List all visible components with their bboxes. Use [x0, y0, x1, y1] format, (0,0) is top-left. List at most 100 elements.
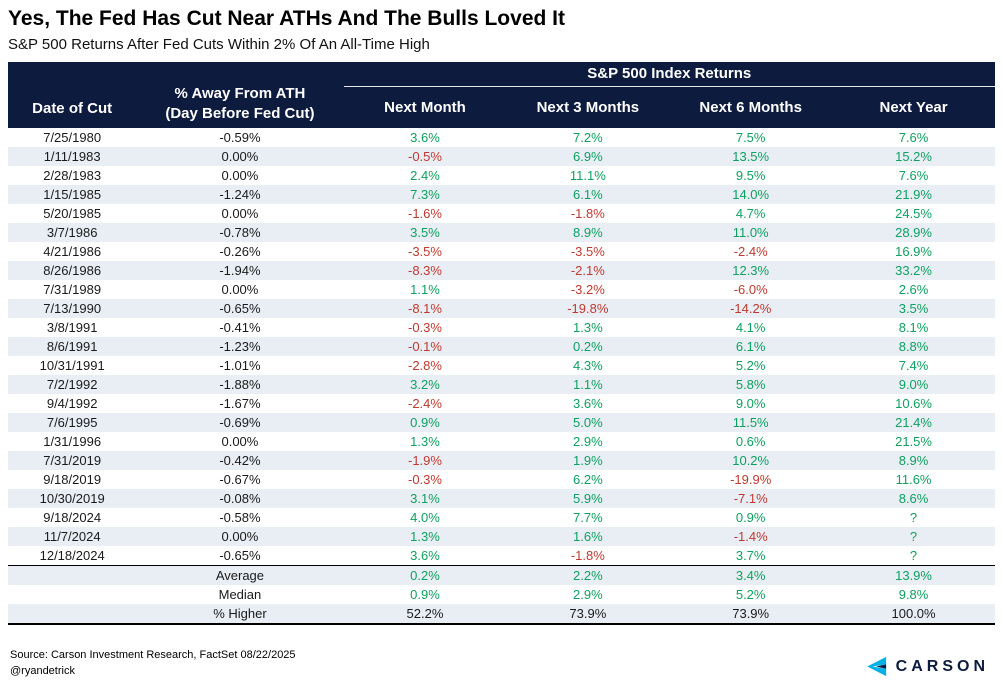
date-of-cut-cell: 7/31/1989 — [43, 282, 102, 297]
carson-logo: CARSON — [866, 656, 993, 677]
table-row: 1/31/1996 0.00% 1.3% 2.9% 0.6% 21.5% — [8, 432, 995, 451]
summary-body: Average 0.2% 2.2% 3.4% 13.9% Median 0.9% 2.9% 5.… — [8, 565, 995, 625]
date-of-cut-cell: 7/31/2019 — [43, 453, 102, 468]
pct-away-from-ath-cell: 0.00% — [221, 149, 259, 164]
pct-away-from-ath-cell: -0.42% — [219, 453, 261, 468]
table-row: 9/18/2024 -0.58% 4.0% 7.7% 0.9%? — [8, 508, 995, 527]
return-value-cell: 3.5% — [410, 225, 440, 240]
return-value-cell: -2.4% — [408, 396, 442, 411]
return-value-cell: 16.9% — [895, 244, 932, 259]
summary-row: Median 0.9% 2.9% 5.2% 9.8% — [8, 585, 995, 604]
return-value-cell: 24.5% — [895, 206, 932, 221]
date-of-cut-cell: 2/28/1983 — [43, 168, 102, 183]
pct-away-from-ath-cell: -0.65% — [219, 301, 261, 316]
pct-away-from-ath-cell: -0.78% — [219, 225, 261, 240]
return-value-cell: 11.6% — [895, 472, 932, 487]
pct-away-from-ath-cell: -0.08% — [219, 491, 261, 506]
return-value-cell: 1.1% — [410, 282, 440, 297]
pct-away-from-ath-cell: -0.67% — [219, 472, 261, 487]
return-value-cell: 13.5% — [732, 149, 770, 164]
pct-away-from-ath-cell: -1.01% — [219, 358, 261, 373]
footer: Source: Carson Investment Research, Fact… — [8, 649, 995, 677]
summary-empty-cell — [8, 604, 137, 625]
return-value-cell: 1.3% — [573, 320, 603, 335]
summary-value-cell: 52.2% — [343, 604, 507, 625]
return-value-cell: -14.2% — [730, 301, 772, 316]
table-row: 2/28/1983 0.00% 2.4% 11.1% 9.5% 7.6% — [8, 166, 995, 185]
return-value-cell: -19.8% — [567, 301, 609, 316]
return-value-cell: -1.6% — [408, 206, 442, 221]
return-value-cell: -8.1% — [408, 301, 442, 316]
return-value-cell: 0.6% — [735, 434, 766, 449]
return-value-cell: 5.8% — [735, 377, 766, 392]
pct-away-from-ath-cell: -0.41% — [219, 320, 261, 335]
table-row: 7/13/1990 -0.65% -8.1% -19.8% -14.2% 3.5% — [8, 299, 995, 318]
return-value-cell: 7.4% — [898, 358, 929, 373]
return-value-cell: 7.7% — [573, 510, 603, 525]
date-of-cut-cell: 4/21/1986 — [43, 244, 102, 259]
source-text: Source: Carson Investment Research, Fact… — [10, 649, 296, 661]
date-of-cut-cell: 12/18/2024 — [39, 548, 105, 563]
pct-away-from-ath-cell: -0.65% — [219, 548, 261, 563]
pct-away-from-ath-cell: 0.00% — [221, 206, 259, 221]
pct-away-from-ath-cell: 0.00% — [221, 529, 259, 544]
return-value-cell: 8.9% — [898, 453, 929, 468]
return-value-cell: 8.6% — [898, 491, 929, 506]
pct-away-from-ath-cell: -0.26% — [219, 244, 261, 259]
pct-away-from-ath-cell: -1.88% — [219, 377, 261, 392]
table-row: 7/31/2019 -0.42% -1.9% 1.9% 10.2% 8.9% — [8, 451, 995, 470]
return-value-cell: 1.1% — [573, 377, 603, 392]
pct-away-from-ath-cell: 0.00% — [221, 434, 259, 449]
return-value-cell: -0.1% — [408, 339, 442, 354]
return-value-cell: 15.2% — [895, 149, 932, 164]
table-row: 7/2/1992 -1.88% 3.2% 1.1% 5.8% 9.0% — [8, 375, 995, 394]
return-value-cell: 4.1% — [735, 320, 766, 335]
return-value-cell: 6.9% — [573, 149, 603, 164]
date-of-cut-cell: 9/18/2024 — [43, 510, 102, 525]
summary-label-cell: % Higher — [136, 604, 344, 625]
table-row: 7/31/1989 0.00% 1.1% -3.2% -6.0% 2.6% — [8, 280, 995, 299]
summary-value-cell: 13.9% — [832, 565, 995, 585]
return-value-cell: 6.1% — [573, 187, 603, 202]
return-value-cell: ? — [909, 548, 918, 563]
return-value-cell: -1.4% — [733, 529, 768, 544]
pct-away-from-ath-cell: -0.69% — [219, 415, 261, 430]
pct-away-from-ath-cell: -1.67% — [219, 396, 261, 411]
return-value-cell: 11.1% — [569, 168, 606, 183]
date-of-cut-cell: 9/18/2019 — [43, 472, 102, 487]
summary-row: Average 0.2% 2.2% 3.4% 13.9% — [8, 565, 995, 585]
return-value-cell: 3.6% — [410, 130, 440, 145]
date-of-cut-cell: 7/25/1980 — [43, 130, 102, 145]
return-value-cell: 7.6% — [898, 130, 929, 145]
return-value-cell: 6.2% — [573, 472, 603, 487]
return-value-cell: ? — [909, 510, 918, 525]
return-value-cell: 3.6% — [410, 548, 440, 563]
return-value-cell: 8.9% — [573, 225, 603, 240]
return-value-cell: 1.3% — [410, 434, 440, 449]
summary-value-cell: 5.2% — [735, 587, 766, 602]
table-row: 10/30/2019 -0.08% 3.1% 5.9% -7.1% 8.6% — [8, 489, 995, 508]
return-value-cell: 3.5% — [898, 301, 929, 316]
column-header-next-month: Next Month — [343, 86, 507, 128]
return-value-cell: 0.9% — [410, 415, 440, 430]
return-value-cell: 12.3% — [732, 263, 770, 278]
return-value-cell: -2.1% — [570, 263, 605, 278]
group-header-sp500-index-returns: S&P 500 Index Returns — [343, 62, 995, 87]
return-value-cell: -6.0% — [733, 282, 768, 297]
summary-value-cell: 2.9% — [573, 587, 603, 602]
return-value-cell: 5.9% — [573, 491, 603, 506]
return-value-cell: 9.5% — [735, 168, 766, 183]
table-row: 1/15/1985 -1.24% 7.3% 6.1% 14.0% 21.9% — [8, 185, 995, 204]
carson-logo-text: CARSON — [895, 657, 989, 675]
carson-chevron-icon — [866, 656, 886, 677]
pct-away-from-ath-cell: -1.24% — [219, 187, 261, 202]
summary-row: % Higher 52.2% 73.9% 73.9% 100.0% — [8, 604, 995, 625]
return-value-cell: 3.6% — [573, 396, 603, 411]
return-value-cell: 7.5% — [735, 130, 766, 145]
table-row: 8/6/1991 -1.23% -0.1% 0.2% 6.1% 8.8% — [8, 337, 995, 356]
date-of-cut-cell: 1/15/1985 — [43, 187, 102, 202]
return-value-cell: 1.3% — [410, 529, 440, 544]
return-value-cell: 6.1% — [735, 339, 766, 354]
date-of-cut-cell: 7/2/1992 — [46, 377, 98, 392]
return-value-cell: -2.4% — [733, 244, 768, 259]
